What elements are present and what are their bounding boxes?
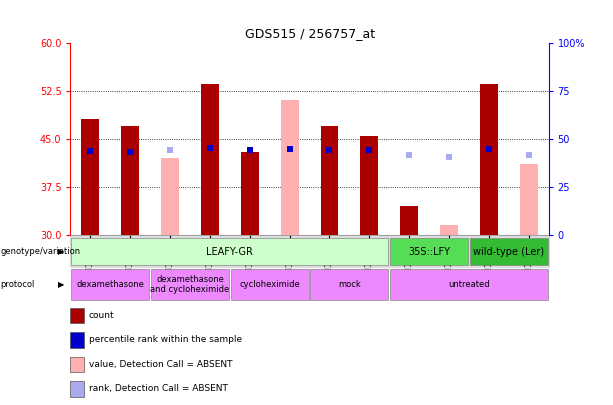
Text: dexamethasone: dexamethasone	[77, 280, 144, 289]
Bar	[440, 225, 458, 235]
Bar	[71, 269, 150, 300]
Text: LEAFY-GR: LEAFY-GR	[207, 247, 253, 256]
Text: cycloheximide: cycloheximide	[239, 280, 300, 289]
Bar	[70, 308, 84, 323]
Bar	[241, 151, 259, 235]
Text: ▶: ▶	[58, 280, 64, 289]
Bar	[82, 119, 99, 235]
Bar	[390, 238, 468, 265]
Bar	[70, 381, 84, 396]
Bar	[281, 100, 299, 235]
Bar	[71, 238, 389, 265]
Bar	[70, 332, 84, 348]
Bar	[310, 269, 389, 300]
Bar	[230, 269, 309, 300]
Bar	[161, 158, 179, 235]
Bar	[470, 238, 548, 265]
Text: rank, Detection Call = ABSENT: rank, Detection Call = ABSENT	[89, 384, 228, 393]
Text: untreated: untreated	[448, 280, 490, 289]
Text: mock: mock	[338, 280, 361, 289]
Text: dexamethasone
and cycloheximide: dexamethasone and cycloheximide	[150, 275, 230, 294]
Title: GDS515 / 256757_at: GDS515 / 256757_at	[245, 27, 375, 40]
Bar	[390, 269, 548, 300]
Text: genotype/variation: genotype/variation	[1, 247, 81, 256]
Bar	[480, 84, 498, 235]
Bar	[201, 84, 219, 235]
Bar	[151, 269, 229, 300]
Text: wild-type (Ler): wild-type (Ler)	[473, 247, 544, 256]
Bar	[400, 206, 418, 235]
Bar	[70, 235, 549, 267]
Text: value, Detection Call = ABSENT: value, Detection Call = ABSENT	[89, 360, 232, 369]
Bar	[360, 136, 378, 235]
Text: protocol: protocol	[1, 280, 35, 289]
Bar	[321, 126, 338, 235]
Text: percentile rank within the sample: percentile rank within the sample	[89, 335, 242, 344]
Text: ▶: ▶	[58, 247, 64, 256]
Text: 35S::LFY: 35S::LFY	[408, 247, 450, 256]
Bar	[520, 164, 538, 235]
Bar	[121, 126, 139, 235]
Bar	[70, 356, 84, 372]
Text: count: count	[89, 311, 115, 320]
